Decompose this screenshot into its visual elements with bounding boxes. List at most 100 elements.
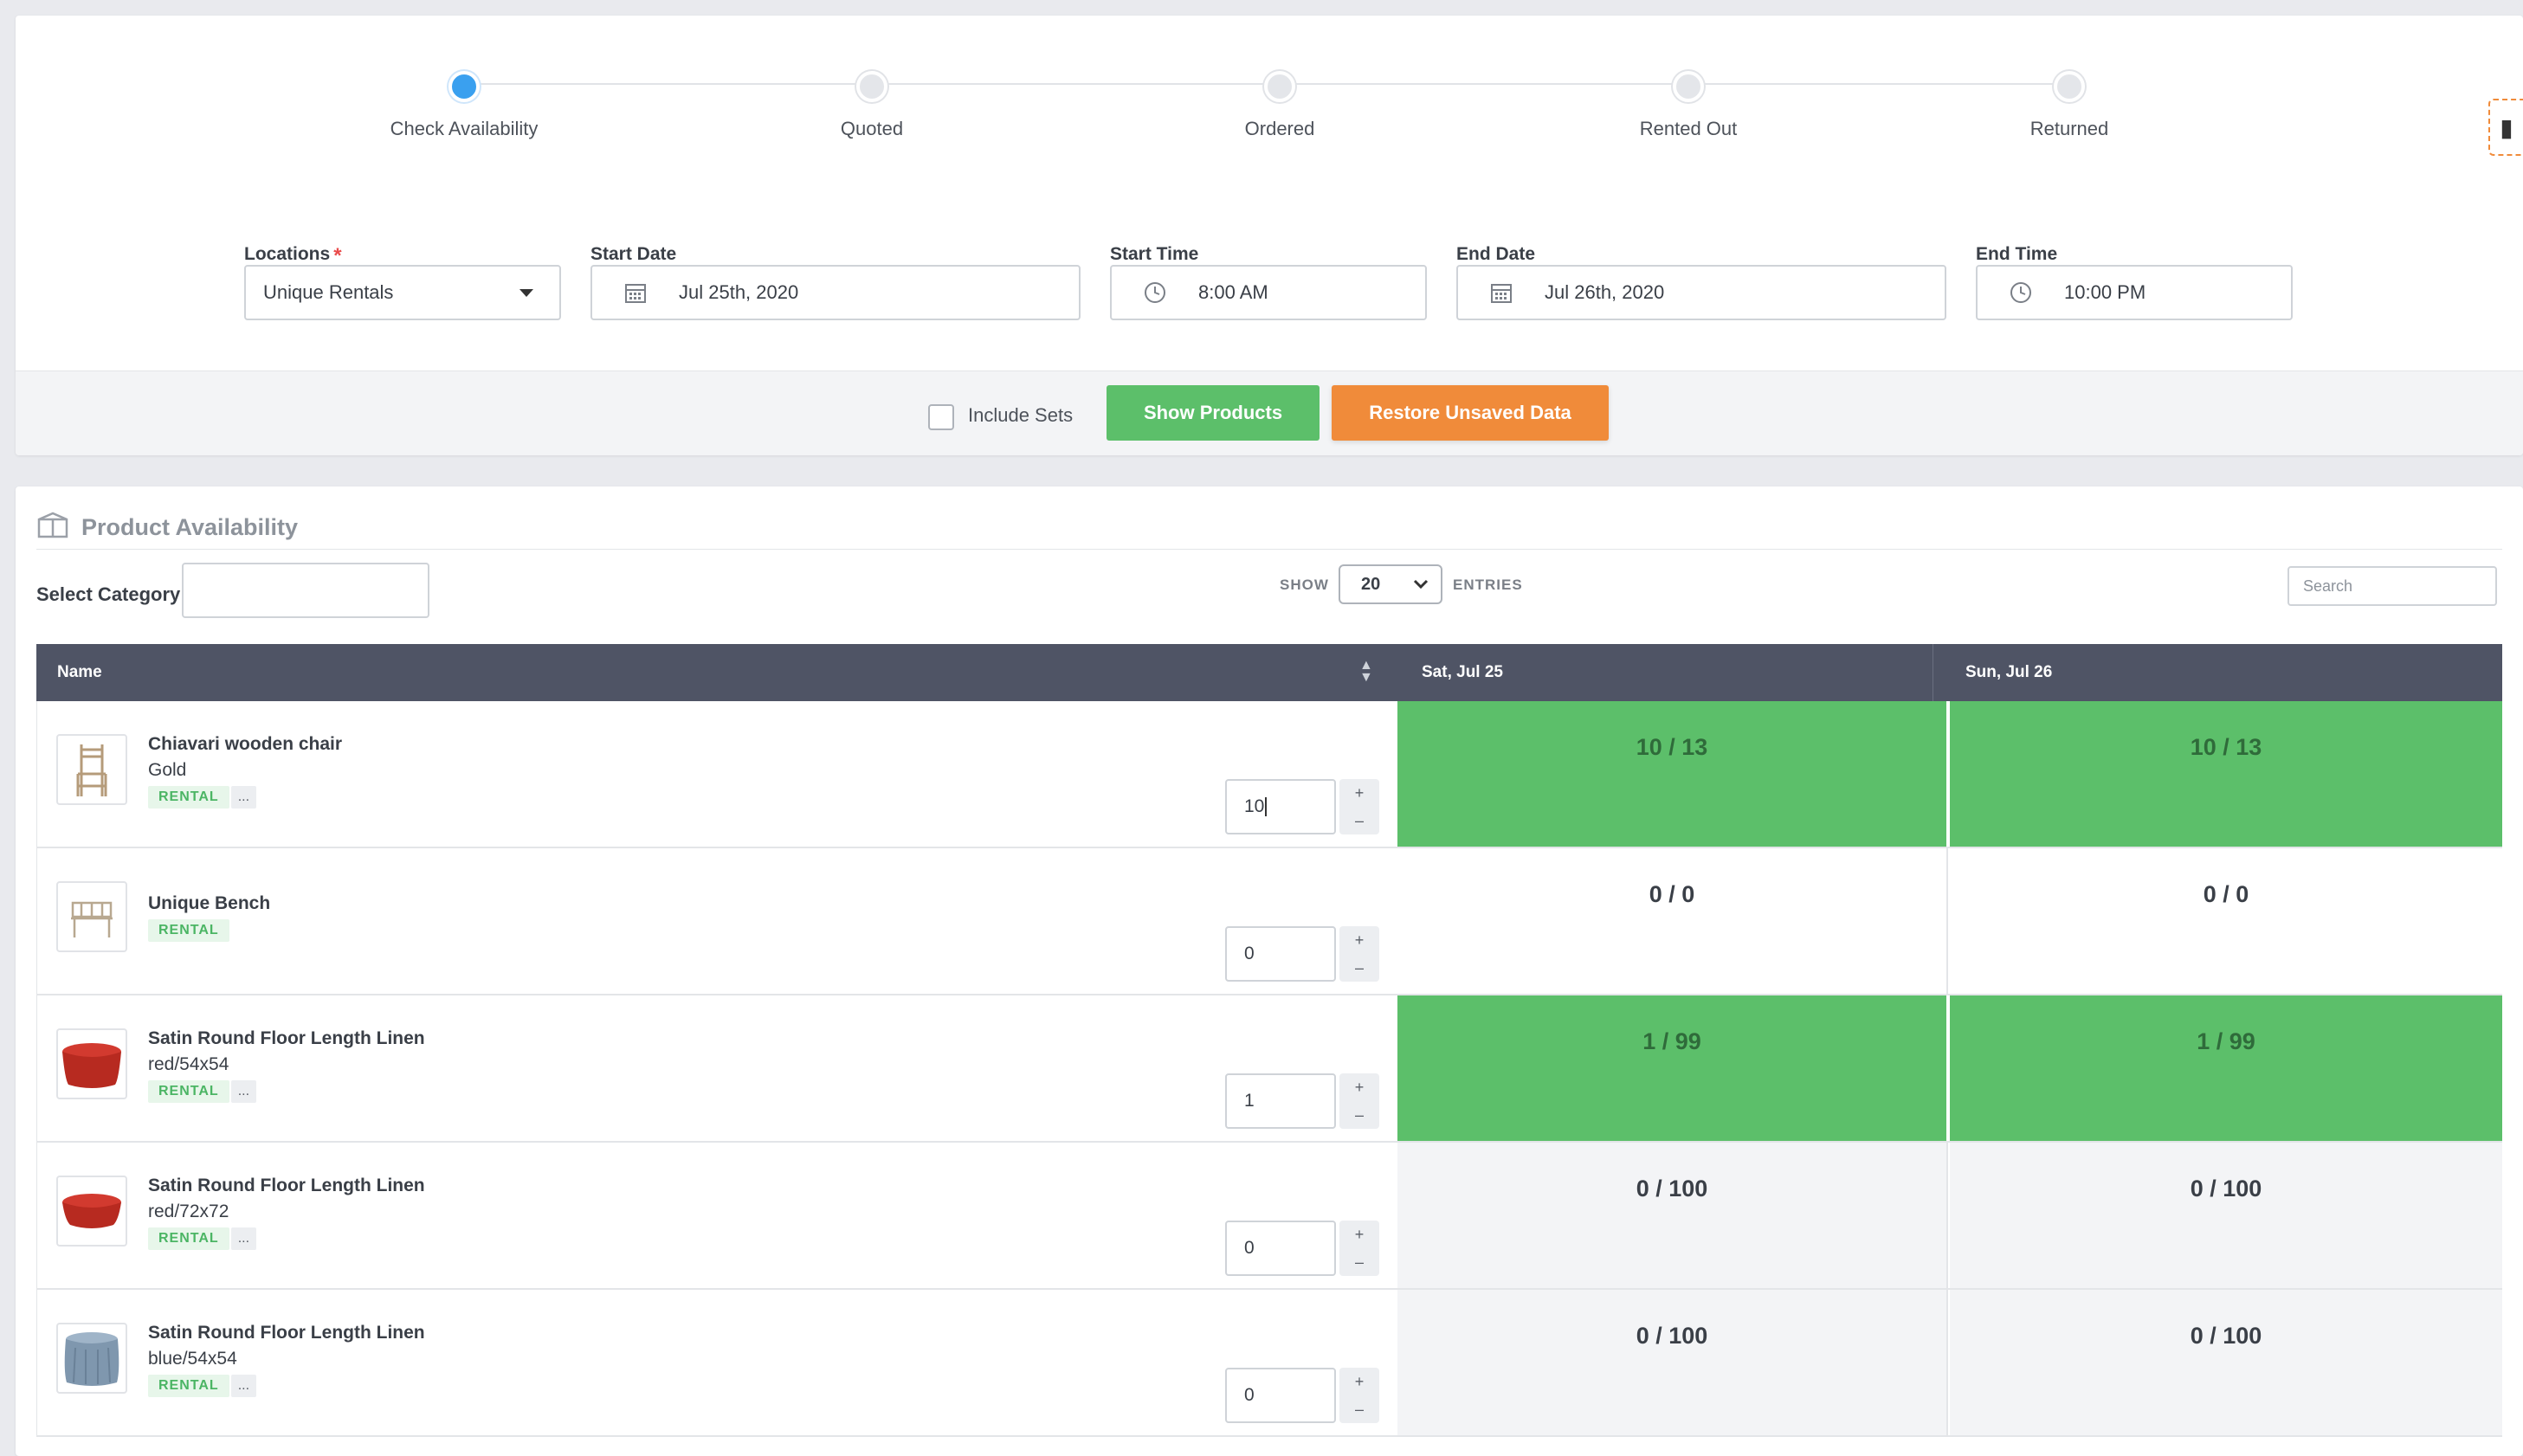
product-cell: Chiavari wooden chair Gold RENTAL ... 10… [36,701,1415,847]
more-tags-badge[interactable]: ... [230,1080,257,1103]
product-variant: blue/54x54 [148,1349,237,1369]
calendar-icon [1458,281,1545,304]
product-tags: RENTAL [148,919,229,942]
section-header: Product Availability [36,507,298,547]
product-name[interactable]: Satin Round Floor Length Linen [148,1323,425,1343]
clock-icon [1978,281,2064,304]
table-row: Satin Round Floor Length Linen red/72x72… [36,1143,2502,1290]
column-header-sun: Sun, Jul 26 [1965,663,2053,681]
product-cell: Satin Round Floor Length Linen red/72x72… [36,1143,1415,1288]
product-name[interactable]: Chiavari wooden chair [148,734,343,754]
decrement-icon[interactable]: – [1354,811,1364,829]
entries-select[interactable]: 20 [1339,564,1442,604]
decrement-icon[interactable]: – [1354,958,1364,976]
start-time-value: 8:00 AM [1198,281,1268,303]
step-label: Returned [2029,118,2109,139]
entries-label: ENTRIES [1453,577,1523,593]
availability-cell-sun: 1 / 99 [1950,995,2502,1141]
chevron-down-icon [519,288,533,297]
decrement-icon[interactable]: – [1354,1105,1364,1124]
product-tags: RENTAL ... [148,1375,257,1397]
quantity-input[interactable]: 0 [1225,1221,1336,1276]
availability-cell-sun: 0 / 0 [1950,848,2502,994]
product-tags: RENTAL ... [148,786,257,809]
include-sets-label[interactable]: Include Sets [968,404,1074,426]
product-tags: RENTAL ... [148,1080,257,1103]
product-name[interactable]: Satin Round Floor Length Linen [148,1028,425,1048]
start-date-label: Start Date [590,244,677,264]
table-row: Satin Round Floor Length Linen blue/54x5… [36,1290,2502,1437]
sort-icon[interactable]: ▲ ▼ [1359,658,1373,685]
restore-unsaved-data-button[interactable]: Restore Unsaved Data [1332,385,1609,441]
red-linen-icon [56,1028,127,1099]
quantity-value: 0 [1244,1385,1255,1405]
cell-divider [1946,701,1950,847]
increment-icon[interactable]: + [1354,783,1365,802]
quantity-stepper[interactable]: + – [1339,926,1379,982]
locations-label-text: Locations [244,244,331,264]
product-name[interactable]: Unique Bench [148,893,271,913]
start-date-value: Jul 25th, 2020 [679,281,799,303]
increment-icon[interactable]: + [1354,1372,1365,1390]
rental-badge: RENTAL [148,1375,229,1397]
rental-badge: RENTAL [148,786,229,809]
end-date-label: End Date [1456,244,1536,264]
quantity-stepper[interactable]: + – [1339,1073,1379,1129]
quantity-input[interactable]: 0 [1225,926,1336,982]
availability-cell-sat: 0 / 100 [1397,1143,1946,1288]
quantity-value: 10 [1244,796,1265,816]
availability-cell-sun: 10 / 13 [1950,701,2502,847]
end-time-label: End Time [1976,244,2058,264]
more-tags-badge[interactable]: ... [230,1375,257,1397]
step-dot [856,71,887,102]
table-header: Name ▲ ▼ Sat, Jul 25 Sun, Jul 26 [36,644,2502,701]
start-date-field[interactable]: Jul 25th, 2020 [590,265,1081,320]
locations-select[interactable]: Unique Rentals [244,265,561,320]
start-time-field[interactable]: 8:00 AM [1110,265,1427,320]
quantity-input[interactable]: 10 [1225,779,1336,834]
product-name[interactable]: Satin Round Floor Length Linen [148,1176,425,1195]
search-placeholder: Search [2303,577,2353,595]
cell-divider [1946,995,1950,1141]
barcode-scanner-icon[interactable]: ▮ [2488,99,2523,156]
search-input[interactable]: Search [2287,566,2497,606]
table-row: Satin Round Floor Length Linen red/54x54… [36,995,2502,1143]
decrement-icon[interactable]: – [1354,1400,1364,1418]
cell-divider [1946,848,1948,994]
more-tags-badge[interactable]: ... [230,786,257,809]
calendar-icon [592,281,679,304]
increment-icon[interactable]: + [1354,1078,1365,1096]
availability-cell-sat: 0 / 100 [1397,1290,1946,1435]
availability-cell-sun: 0 / 100 [1950,1290,2502,1435]
end-date-field[interactable]: Jul 26th, 2020 [1456,265,1946,320]
increment-icon[interactable]: + [1354,931,1365,949]
product-cell: Satin Round Floor Length Linen blue/54x5… [36,1290,1415,1435]
availability-cell-sun: 0 / 100 [1950,1143,2502,1288]
product-availability-card: Product Availability Select Category SHO… [16,486,2523,1456]
end-time-field[interactable]: 10:00 PM [1976,265,2293,320]
red-linen-icon [56,1176,127,1247]
quantity-input[interactable]: 0 [1225,1368,1336,1423]
step-dot [1264,71,1295,102]
quantity-stepper[interactable]: + – [1339,779,1379,834]
show-products-button[interactable]: Show Products [1107,385,1320,441]
select-category-label: Select Category [36,583,181,605]
more-tags-badge[interactable]: ... [230,1227,257,1250]
availability-cell-sat: 10 / 13 [1397,701,1946,847]
include-sets-checkbox[interactable] [928,404,954,430]
category-input[interactable] [182,563,429,618]
increment-icon[interactable]: + [1354,1225,1365,1243]
step-dot [2054,71,2085,102]
column-header-sat: Sat, Jul 25 [1422,663,1503,681]
availability-table: Name ▲ ▼ Sat, Jul 25 Sun, Jul 26 Chiavari… [36,644,2502,1437]
booking-form-card: Check Availability Quoted Ordered Rented… [16,16,2523,455]
quantity-stepper[interactable]: + – [1339,1221,1379,1276]
quantity-stepper[interactable]: + – [1339,1368,1379,1423]
column-header-name[interactable]: Name [57,663,102,681]
table-row: Chiavari wooden chair Gold RENTAL ... 10… [36,701,2502,848]
product-cell: Satin Round Floor Length Linen red/54x54… [36,995,1415,1141]
quantity-value: 1 [1244,1091,1255,1111]
quantity-input[interactable]: 1 [1225,1073,1336,1129]
required-marker: * [333,244,342,267]
decrement-icon[interactable]: – [1354,1253,1364,1271]
